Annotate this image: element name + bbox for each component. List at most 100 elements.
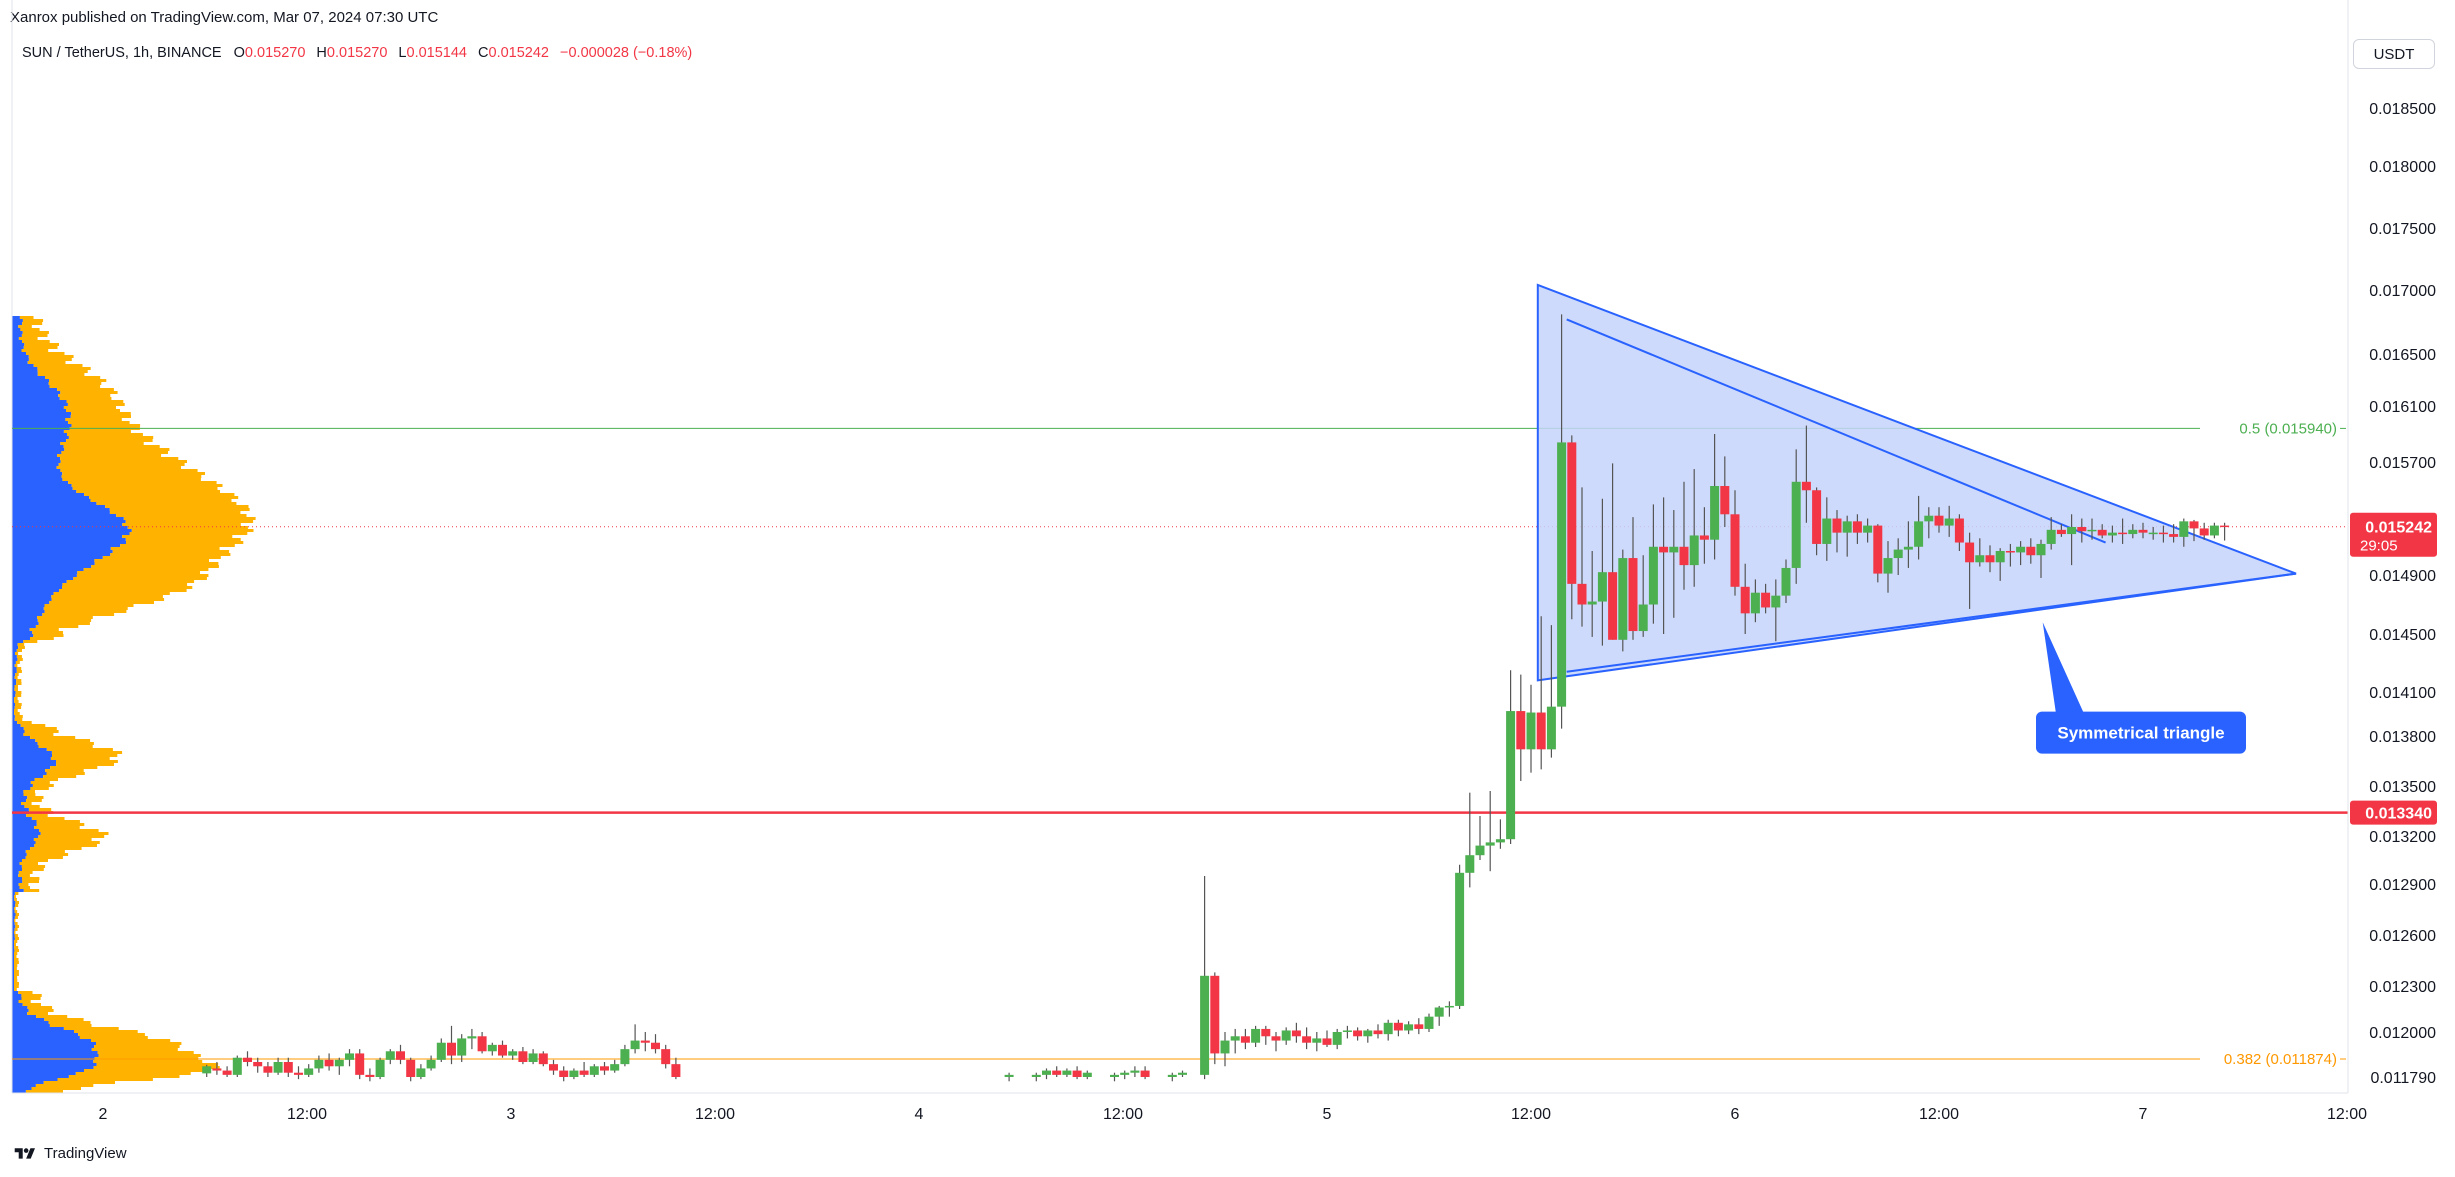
volume-profile-up-bar (12, 553, 111, 556)
volume-profile-up-bar (12, 370, 38, 373)
candle-body (1720, 486, 1730, 515)
bearish-candle (212, 1062, 222, 1075)
time-axis[interactable]: 212:00312:00412:00512:00612:00712:00812:… (99, 1106, 2455, 1123)
volume-profile-down-bar (49, 385, 101, 388)
currency-button[interactable]: USDT (2353, 39, 2435, 69)
candle-body (1383, 1022, 1393, 1035)
volume-profile-up-bar (12, 796, 28, 799)
volume-profile-up-bar (12, 949, 15, 952)
volume-profile-up-bar (12, 364, 34, 367)
volume-profile-up-bar (12, 808, 29, 811)
volume-profile-up-bar (12, 607, 44, 610)
volume-profile-down-bar (24, 343, 59, 346)
price-axis[interactable]: 0.018500 0.018000 0.017500 0.017000 0.016500… (2347, 0, 2437, 1093)
volume-profile-up-bar (12, 817, 32, 820)
volume-profile-down-bar (89, 496, 239, 499)
bearish-candle (1291, 1022, 1301, 1043)
volume-profile-down-bar (62, 478, 201, 481)
volume-profile-down-bar (66, 580, 195, 583)
candle-body (498, 1044, 507, 1056)
candle-body (1863, 525, 1873, 533)
volume-profile-down-bar (14, 946, 19, 949)
candle-body (1689, 535, 1699, 566)
candle-body (365, 1074, 375, 1077)
volume-profile-down-bar (22, 1003, 41, 1006)
volume-profile-up-bar (12, 355, 29, 358)
triangle-annotation[interactable]: Symmetrical triangle (2036, 622, 2246, 754)
volume-profile-down-bar (15, 703, 22, 706)
bearish-candle (671, 1057, 681, 1080)
volume-profile-up-bar (12, 712, 15, 715)
volume-profile-up-bar (12, 661, 16, 664)
candle-body (1934, 515, 1944, 526)
volume-profile-up-bar (12, 502, 97, 505)
tradingview-branding[interactable]: TradingView (12, 1145, 127, 1162)
volume-profile-up-bar (12, 349, 22, 352)
volume-profile-down-bar (120, 544, 235, 547)
volume-profile-down-bar (23, 640, 38, 643)
volume-profile-down-bar (51, 751, 123, 754)
volume-profile-down-bar (14, 958, 19, 961)
volume-profile-up-bar (12, 388, 58, 391)
volume-profile-down-bar (105, 505, 249, 508)
volume-profile-down-bar (18, 874, 30, 877)
volume-profile-down-bar (22, 331, 49, 334)
candle-body (436, 1042, 446, 1060)
volume-profile-up-bar (12, 1003, 23, 1006)
bullish-candle (1332, 1028, 1342, 1050)
candle-body (2067, 527, 2077, 535)
volume-profile-down-bar (15, 913, 19, 916)
volume-profile-up-bar (12, 1018, 45, 1021)
volume-profile-down-bar (28, 358, 72, 361)
symbol-title[interactable]: SUN / TetherUS, 1h, BINANCE (22, 45, 222, 61)
candle-body (1140, 1070, 1150, 1077)
volume-profile-up-bar (12, 664, 15, 667)
candle-body (1506, 711, 1516, 840)
volume-profile-down-bar (35, 739, 91, 742)
symmetrical-triangle-drawing[interactable] (1536, 283, 2297, 682)
candle-body (1455, 872, 1465, 1006)
volume-profile-up-bar (12, 826, 35, 829)
candle-body (2087, 529, 2097, 532)
candle-body (589, 1066, 599, 1075)
volume-profile-down-bar (24, 805, 40, 808)
candle-body (538, 1053, 548, 1065)
bullish-candle (1975, 538, 1985, 567)
volume-profile-up-bar (12, 385, 50, 388)
volume-profile-up-bar (12, 412, 72, 415)
volume-profile-up-bar (12, 964, 14, 967)
bullish-candle (345, 1049, 354, 1067)
volume-profile-down-bar (34, 778, 58, 781)
volume-profile-down-bar (116, 514, 247, 517)
bearish-candle (2026, 538, 2036, 564)
candle-body (2077, 527, 2087, 532)
volume-profile-up-bar (12, 961, 14, 964)
volume-profile-up-bar (12, 508, 110, 511)
candle-body (1985, 555, 1995, 563)
volume-profile-up-bar (12, 925, 16, 928)
volume-profile-down-bar (15, 694, 22, 697)
price-tick-label: 0.013200 (2369, 829, 2436, 846)
volume-profile-down-bar (14, 970, 19, 973)
volume-profile-up-bar (12, 673, 16, 676)
volume-profile-down-bar (36, 820, 80, 823)
bearish-candle (1679, 481, 1689, 590)
volume-profile-down-bar (26, 814, 48, 817)
volume-profile-down-bar (61, 451, 168, 454)
candle-body (2158, 532, 2168, 535)
bullish-candle (1004, 1072, 1014, 1082)
volume-profile-up-bar (12, 730, 25, 733)
bullish-candle (1444, 1001, 1454, 1017)
volume-profile-down-bar (14, 967, 17, 970)
volume-profile-down-bar (126, 541, 244, 544)
volume-profile-up-bar (12, 571, 78, 574)
candle-body (1730, 514, 1740, 587)
candle-body (1393, 1022, 1403, 1031)
volume-profile-down-bar (28, 808, 52, 811)
volume-profile-down-bar (15, 691, 22, 694)
bullish-candle (1363, 1028, 1373, 1043)
candle-body (2179, 521, 2189, 537)
volume-profile-up-bar (12, 490, 77, 493)
candle-body (263, 1066, 273, 1073)
